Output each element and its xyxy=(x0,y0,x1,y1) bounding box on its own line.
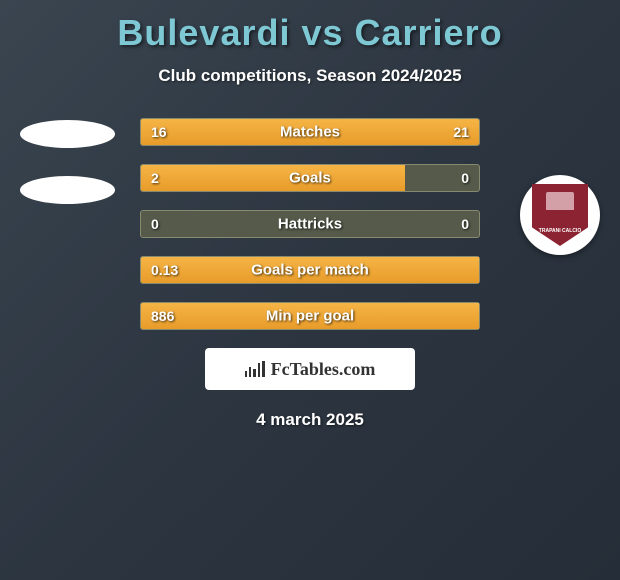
stat-value-left: 886 xyxy=(151,308,174,324)
stat-label: Hattricks xyxy=(278,216,342,233)
stat-bar-matches: 16 Matches 21 xyxy=(140,118,480,146)
right-team-badge: TRAPANI CALCIO xyxy=(520,175,600,255)
left-player-logo xyxy=(20,120,115,232)
stat-bar-hattricks: 0 Hattricks 0 xyxy=(140,210,480,238)
ellipse-icon xyxy=(20,176,115,204)
ellipse-icon xyxy=(20,120,115,148)
subtitle: Club competitions, Season 2024/2025 xyxy=(0,66,620,86)
stat-value-right: 21 xyxy=(453,124,469,140)
stat-label: Matches xyxy=(280,124,340,141)
stat-label: Goals xyxy=(289,170,331,187)
stat-value-left: 0 xyxy=(151,216,159,232)
branding-text: FcTables.com xyxy=(271,359,376,380)
stat-bar-goals: 2 Goals 0 xyxy=(140,164,480,192)
stat-value-left: 0.13 xyxy=(151,262,178,278)
stat-bar-min-per-goal: 886 Min per goal xyxy=(140,302,480,330)
page-title: Bulevardi vs Carriero xyxy=(0,0,620,54)
bar-fill-left xyxy=(141,165,405,191)
branding-box: FcTables.com xyxy=(205,348,415,390)
stat-value-right: 0 xyxy=(461,170,469,186)
stat-value-left: 16 xyxy=(151,124,167,140)
stat-value-right: 0 xyxy=(461,216,469,232)
stat-bar-goals-per-match: 0.13 Goals per match xyxy=(140,256,480,284)
club-badge-icon: TRAPANI CALCIO xyxy=(520,175,600,255)
chart-icon xyxy=(245,361,265,377)
date-label: 4 march 2025 xyxy=(0,410,620,430)
stat-label: Min per goal xyxy=(266,308,354,325)
stat-label: Goals per match xyxy=(251,262,369,279)
badge-text: TRAPANI CALCIO xyxy=(532,228,588,234)
stat-value-left: 2 xyxy=(151,170,159,186)
